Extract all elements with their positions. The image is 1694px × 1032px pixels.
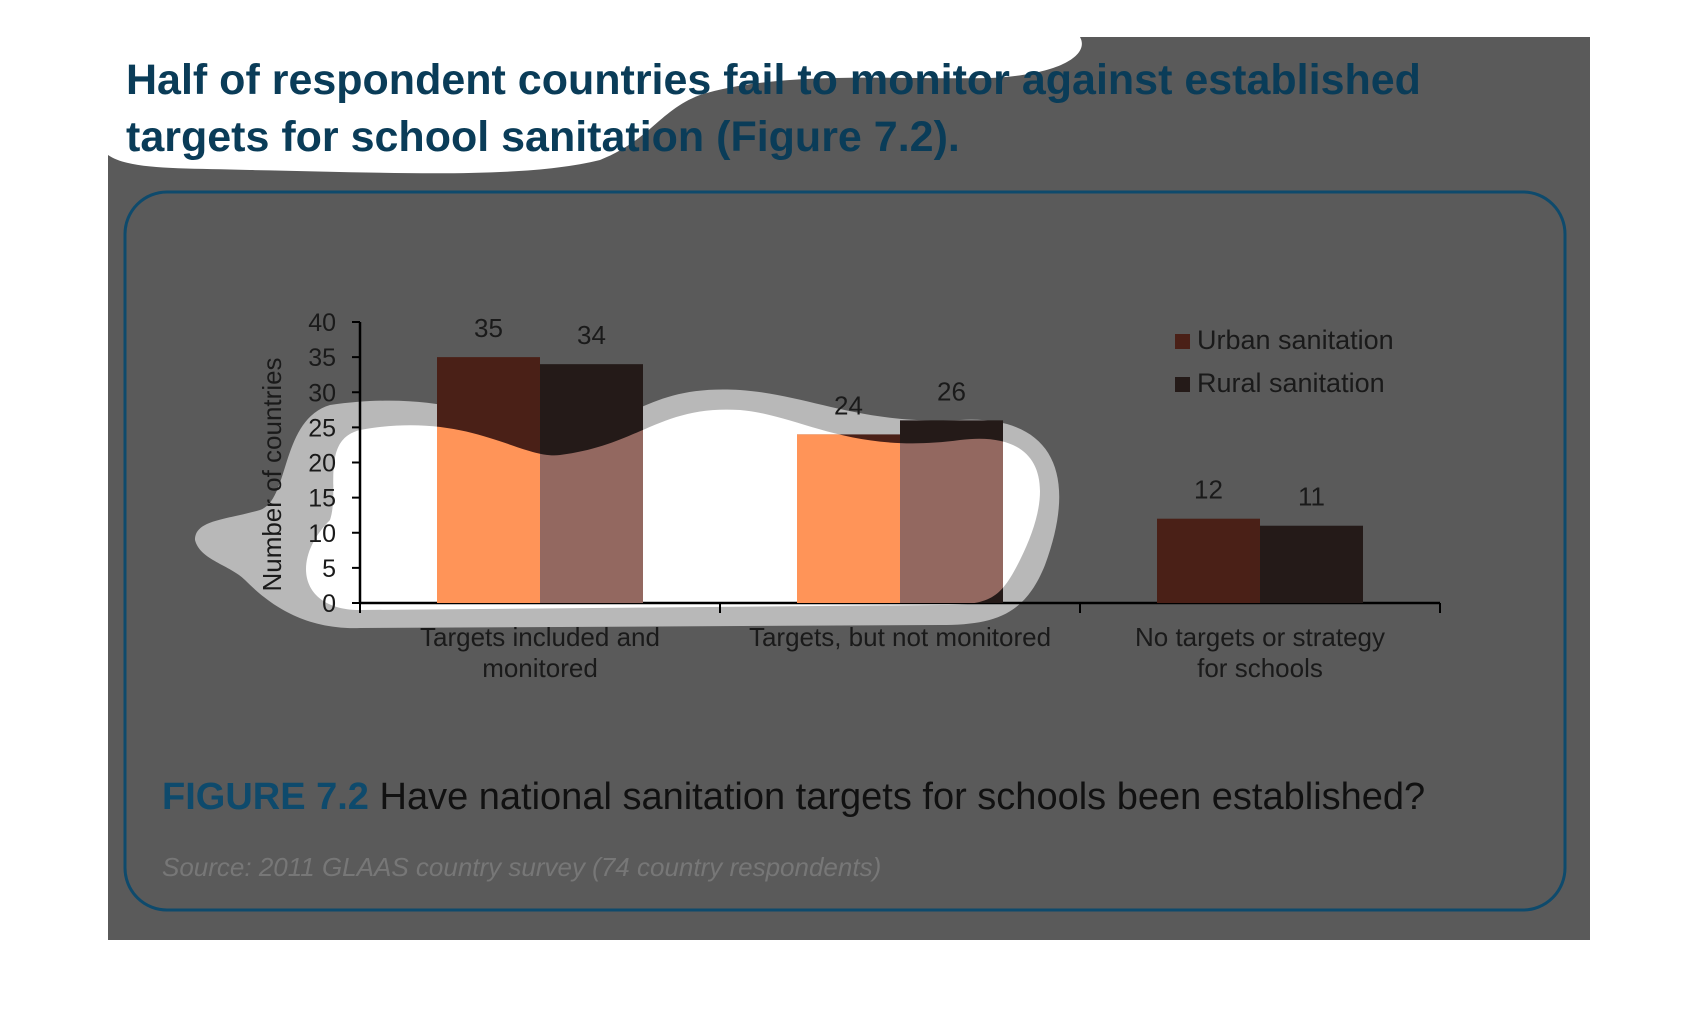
bar-rural — [1260, 525, 1363, 603]
y-tick-label: 15 — [308, 485, 336, 513]
bar-chart: 0 5 10 15 20 25 30 35 40 Number of countries 35 34 T… — [257, 309, 1441, 683]
data-label: 35 — [474, 313, 503, 343]
x-category-label: No targets or strategy — [1135, 622, 1385, 652]
x-category-label: for schools — [1197, 653, 1323, 683]
figure-label: FIGURE 7.2 — [162, 776, 369, 818]
legend-label: Urban sanitation — [1197, 325, 1394, 355]
y-tick-label: 40 — [308, 309, 336, 337]
legend-swatch-urban — [1175, 334, 1190, 349]
data-label: 34 — [577, 320, 606, 350]
figure-frame — [123, 190, 1567, 912]
bar-highlight-rural — [900, 420, 1003, 603]
figure-source: Source: 2011 GLAAS country survey (74 co… — [162, 852, 882, 882]
y-axis-label: Number of countries — [257, 357, 287, 591]
y-tick-label: 35 — [308, 344, 336, 372]
data-label: 26 — [937, 376, 966, 406]
bar-urban — [1157, 518, 1260, 603]
y-tick-label: 20 — [308, 450, 336, 478]
figure-caption-text: Have national sanitation targets for sch… — [368, 776, 1426, 818]
y-tick-label: 5 — [322, 555, 336, 583]
y-tick-label: 10 — [308, 520, 336, 548]
data-label: 12 — [1194, 475, 1223, 505]
y-tick-label: 25 — [308, 414, 336, 442]
mask-shape-top — [108, 37, 1082, 174]
page-heading: Half of respondent countries fail to mon… — [126, 56, 1421, 161]
figure-caption: FIGURE 7.2 Have national sanitation targ… — [162, 776, 1562, 819]
legend-swatch-rural — [1175, 377, 1190, 392]
data-label: 11 — [1298, 482, 1325, 512]
legend-label: Rural sanitation — [1197, 368, 1385, 398]
bar-highlight-urban — [797, 434, 900, 603]
y-tick-label: 30 — [308, 379, 336, 407]
x-category-label: monitored — [482, 653, 598, 683]
x-category-label: Targets included and — [420, 622, 660, 652]
x-category-label: Targets, but not monitored — [749, 622, 1051, 652]
data-label: 24 — [834, 390, 863, 420]
y-tick-label: 0 — [322, 590, 336, 618]
